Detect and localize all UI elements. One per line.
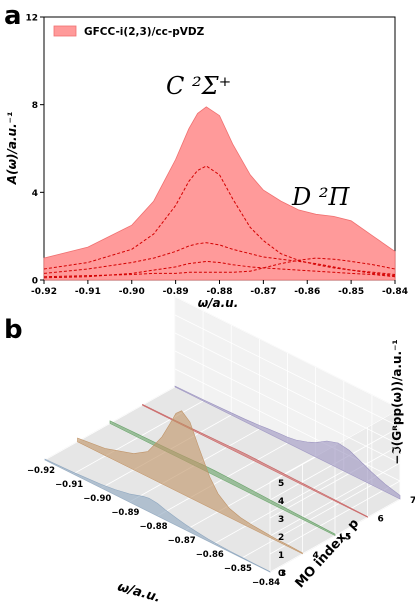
panel-b-label: b	[4, 315, 23, 345]
omega-tick-label: −0.89	[111, 508, 139, 518]
y-axis-label-a: A(ω)/a.u.⁻¹	[5, 112, 19, 185]
orbital-slice-p4	[77, 410, 303, 555]
x-tick-label-a: -0.87	[250, 287, 276, 297]
panel-b-plot: −0.92−0.91−0.90−0.89−0.88−0.87−0.86−0.85…	[27, 296, 415, 588]
orbital-slice-p3	[44, 458, 271, 573]
annotation-c-state: C ²Σ⁺	[166, 72, 231, 100]
x-tick-label-a: -0.91	[75, 287, 101, 297]
component-curve-3	[43, 260, 396, 279]
z-tick-label: 4	[278, 497, 284, 507]
legend: GFCC-i(2,3)/cc-pVDZ	[53, 25, 205, 38]
omega-tick-label: −0.90	[83, 494, 111, 504]
z-tick-label: 5	[278, 479, 284, 489]
y-tick-label-a: 12	[25, 14, 38, 24]
orbital-slice-p7	[174, 385, 401, 500]
omega-tick-label: −0.92	[27, 466, 55, 476]
p-tick-label: 5	[345, 533, 351, 543]
x-axis-label-a: ω/a.u.	[198, 296, 239, 310]
grid-z	[174, 296, 401, 483]
component-curve-2	[43, 242, 396, 275]
grid-z	[174, 332, 401, 519]
legend-label: GFCC-i(2,3)/cc-pVDZ	[84, 26, 205, 38]
x-tick-label-a: -0.86	[294, 287, 320, 297]
p-tick-label: 7	[410, 496, 415, 506]
grid-z	[174, 350, 401, 537]
p-tick-label: 4	[313, 551, 319, 561]
component-curve-1	[43, 165, 396, 277]
x-tick-label-a: -0.85	[338, 287, 364, 297]
omega-tick-label: −0.86	[196, 550, 224, 560]
omega-tick-label: −0.84	[252, 578, 280, 588]
orbital-slice-p6	[142, 403, 368, 518]
z-axis-label-b: −ℑ(Gᴿpp(ω))/a.u.⁻¹	[390, 339, 404, 464]
omega-tick-label: −0.85	[224, 564, 252, 574]
grid-z	[174, 314, 401, 501]
x-tick-label-a: -0.84	[382, 287, 408, 297]
y-tick-label-a: 0	[32, 277, 38, 287]
omega-tick-label: −0.91	[55, 480, 83, 490]
z-tick-label: 2	[278, 533, 284, 543]
component-curve-4	[43, 257, 396, 278]
y-tick-label-a: 4	[32, 189, 38, 199]
x-tick-label-a: -0.89	[163, 287, 189, 297]
y-tick-label-a: 8	[32, 101, 38, 111]
omega-tick-label: −0.88	[139, 522, 167, 532]
grid-z	[174, 368, 401, 555]
z-tick-label: 0	[278, 569, 284, 579]
p-tick-label: 6	[378, 514, 384, 524]
x-tick-label-a: -0.92	[31, 287, 57, 297]
z-tick-label: 3	[278, 515, 284, 525]
legend-swatch	[53, 25, 77, 37]
p-tick-label: 3	[280, 569, 286, 579]
z-tick-label: 1	[278, 551, 284, 561]
panel-a-label: a	[4, 1, 22, 31]
spectrum-fill	[43, 106, 396, 281]
panel-a-plot: -0.92 -0.91 -0.90 -0.89 -0.88 -0.87 -0.86 -0.85…	[25, 14, 408, 298]
annotation-d-state: D ²Π	[291, 183, 350, 211]
x-tick-label-a: -0.90	[119, 287, 145, 297]
omega-tick-label: −0.87	[168, 536, 196, 546]
x-tick-label-a: -0.88	[207, 287, 233, 297]
x-axis-label-b: ω/a.u.	[116, 579, 162, 606]
